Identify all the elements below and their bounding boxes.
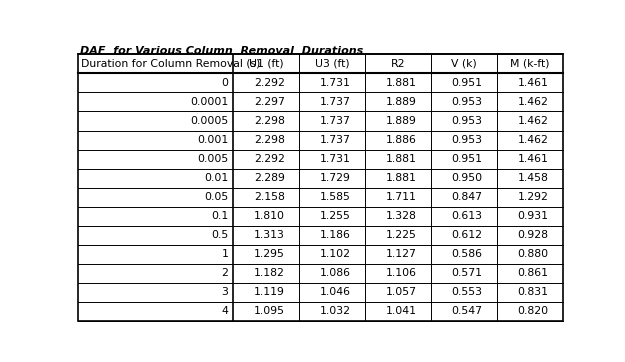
Text: 0.847: 0.847: [451, 192, 482, 202]
Text: 1.095: 1.095: [254, 306, 285, 316]
Text: 1.225: 1.225: [386, 230, 416, 240]
Text: 1.046: 1.046: [320, 287, 351, 297]
Text: 0.612: 0.612: [451, 230, 482, 240]
Text: 0.547: 0.547: [451, 306, 482, 316]
Text: 0.953: 0.953: [451, 97, 482, 107]
Text: 1.119: 1.119: [254, 287, 285, 297]
Text: 0.951: 0.951: [451, 154, 482, 164]
Text: 0.001: 0.001: [198, 135, 229, 145]
Text: Duration for Column Removal (s): Duration for Column Removal (s): [81, 59, 261, 69]
Text: 1.737: 1.737: [320, 116, 351, 126]
Text: 1.186: 1.186: [320, 230, 351, 240]
Text: 1.886: 1.886: [386, 135, 416, 145]
Text: R2: R2: [391, 59, 405, 69]
Text: 1.032: 1.032: [320, 306, 351, 316]
Text: 0.01: 0.01: [204, 173, 229, 183]
Text: 0.553: 0.553: [451, 287, 482, 297]
Text: 2.297: 2.297: [254, 97, 285, 107]
Text: 2.292: 2.292: [254, 154, 285, 164]
Text: 0.861: 0.861: [518, 268, 548, 278]
Text: 1.810: 1.810: [254, 211, 285, 221]
Text: 1.889: 1.889: [386, 97, 416, 107]
Text: 1.737: 1.737: [320, 97, 351, 107]
Text: 1.127: 1.127: [386, 249, 416, 259]
Text: 0.0005: 0.0005: [190, 116, 229, 126]
Text: 0.831: 0.831: [518, 287, 548, 297]
Text: 1.462: 1.462: [518, 97, 548, 107]
Text: 0: 0: [221, 78, 229, 88]
Text: 2: 2: [222, 268, 229, 278]
Text: DAF  for Various Column  Removal  Durations: DAF for Various Column Removal Durations: [81, 46, 364, 56]
Text: 1.086: 1.086: [320, 268, 351, 278]
Text: 1.881: 1.881: [386, 78, 416, 88]
Text: 0.953: 0.953: [451, 116, 482, 126]
Text: 0.953: 0.953: [451, 135, 482, 145]
Text: 1.458: 1.458: [518, 173, 548, 183]
Text: 1.462: 1.462: [518, 135, 548, 145]
Text: 2.158: 2.158: [254, 192, 285, 202]
Text: 1.737: 1.737: [320, 135, 351, 145]
Text: 1.102: 1.102: [320, 249, 351, 259]
Text: 0.571: 0.571: [451, 268, 482, 278]
Text: 0.820: 0.820: [518, 306, 548, 316]
Text: 1.461: 1.461: [518, 78, 548, 88]
Text: 1.182: 1.182: [254, 268, 285, 278]
Text: U3 (ft): U3 (ft): [314, 59, 349, 69]
Text: 3: 3: [222, 287, 229, 297]
Text: 1.462: 1.462: [518, 116, 548, 126]
Text: 0.613: 0.613: [451, 211, 482, 221]
Text: 1.106: 1.106: [386, 268, 417, 278]
Text: 0.586: 0.586: [451, 249, 482, 259]
Text: 1.711: 1.711: [386, 192, 416, 202]
Text: 4: 4: [222, 306, 229, 316]
Text: 1.881: 1.881: [386, 173, 416, 183]
Text: 0.005: 0.005: [198, 154, 229, 164]
Text: 0.880: 0.880: [518, 249, 548, 259]
Text: V (k): V (k): [451, 59, 477, 69]
Text: 1.255: 1.255: [320, 211, 351, 221]
Text: 1.295: 1.295: [254, 249, 285, 259]
Text: 1.729: 1.729: [320, 173, 351, 183]
Text: 1.731: 1.731: [320, 154, 351, 164]
Text: 1: 1: [222, 249, 229, 259]
Text: 1.731: 1.731: [320, 78, 351, 88]
Text: 1.328: 1.328: [386, 211, 416, 221]
Text: 0.931: 0.931: [518, 211, 548, 221]
Text: 1.889: 1.889: [386, 116, 416, 126]
Text: 0.951: 0.951: [451, 78, 482, 88]
Text: 1.292: 1.292: [518, 192, 548, 202]
Text: 1.313: 1.313: [254, 230, 285, 240]
Text: 0.0001: 0.0001: [190, 97, 229, 107]
Text: 2.298: 2.298: [254, 135, 285, 145]
Text: 2.289: 2.289: [254, 173, 285, 183]
Text: M (k-ft): M (k-ft): [510, 59, 549, 69]
Text: 1.461: 1.461: [518, 154, 548, 164]
Text: 1.585: 1.585: [320, 192, 351, 202]
Text: 1.881: 1.881: [386, 154, 416, 164]
Text: U1 (ft): U1 (ft): [249, 59, 283, 69]
Text: 1.041: 1.041: [386, 306, 417, 316]
Text: 0.950: 0.950: [451, 173, 482, 183]
Text: 0.928: 0.928: [518, 230, 548, 240]
Text: 1.057: 1.057: [386, 287, 417, 297]
Text: 2.298: 2.298: [254, 116, 285, 126]
Text: 0.1: 0.1: [211, 211, 229, 221]
Text: 0.05: 0.05: [204, 192, 229, 202]
Text: 0.5: 0.5: [211, 230, 229, 240]
Text: 2.292: 2.292: [254, 78, 285, 88]
